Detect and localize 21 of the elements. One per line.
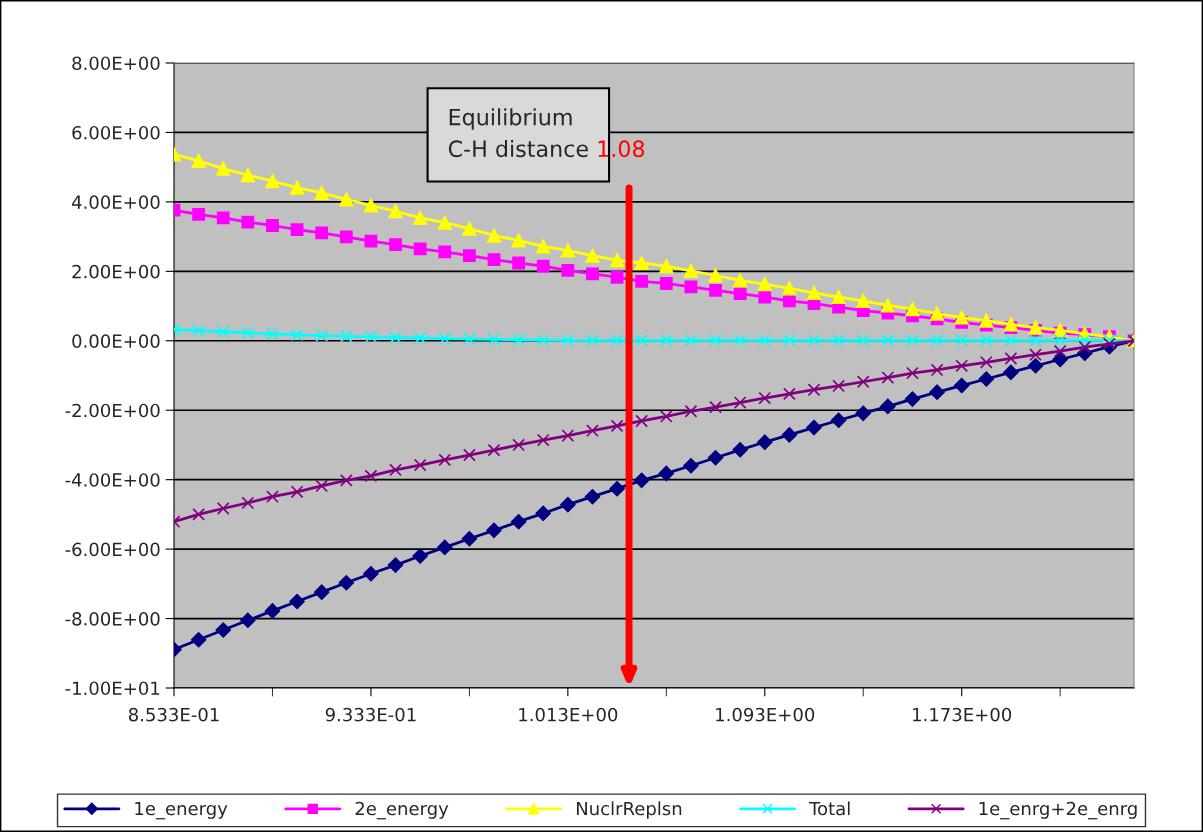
annotation: Equilibrium C-H distance (448, 108, 588, 158)
legend-label: NuclrReplsn (576, 801, 682, 819)
y-tick-label: 4.00E+00 (71, 195, 160, 210)
y-tick-label: -4.00E+00 (65, 473, 160, 487)
legend-label: 1e_enrg+2e_enrg (979, 801, 1137, 820)
x-tick-label: 8.533E-01 (128, 707, 219, 722)
y-tick-label: 6.00E+00 (72, 125, 160, 140)
y-tick-label: 8.00E+00 (72, 56, 160, 71)
x-tick-label: 1.013E+00 (519, 707, 618, 722)
x-tick-label: 1.093E+00 (716, 707, 815, 722)
y-tick-label: -6.00E+00 (65, 542, 160, 557)
y-tick-label: 2.00E+00 (72, 264, 160, 279)
legend-label: 1e_energy (135, 801, 228, 820)
y-tick-label: -8.00E+00 (65, 612, 160, 626)
y-tick-label: -1.00E+01 (65, 681, 160, 696)
legend-label: 2e_energy (355, 801, 449, 820)
y-tick-label: 0.00E+00 (72, 334, 160, 348)
y-tick-label: -2.00E+00 (65, 403, 160, 418)
x-tick-label: 9.333E-01 (325, 707, 416, 722)
x-tick-label: 1.173E+00 (913, 707, 1012, 722)
legend-label: Total (809, 801, 850, 816)
